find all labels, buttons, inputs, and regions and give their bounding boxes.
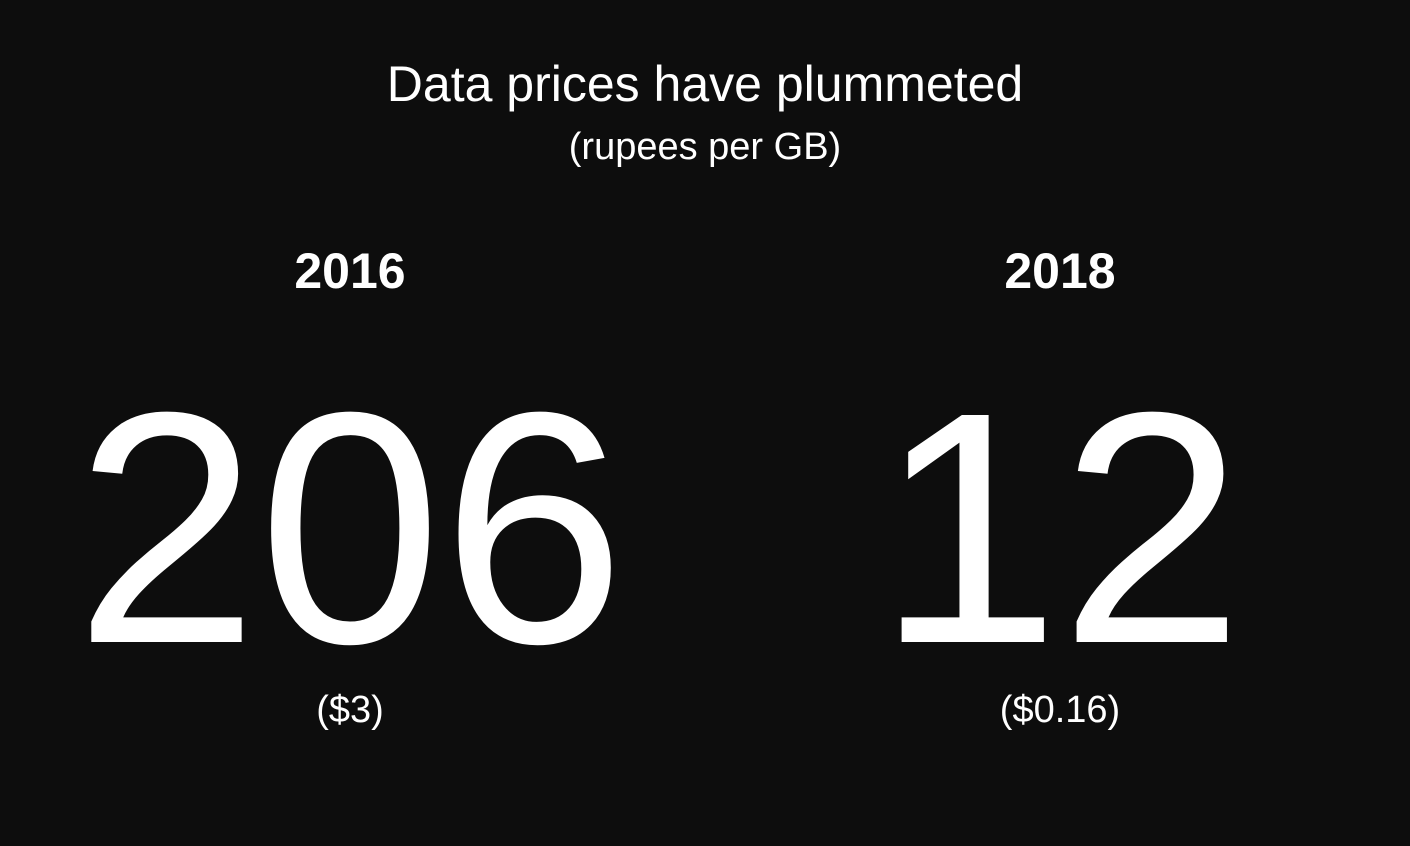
price-value: 12 [876, 343, 1244, 712]
usd-equivalent: ($0.16) [999, 689, 1121, 731]
usd-equivalent: ($3) [316, 689, 384, 731]
price-column-2016: 2016 206 ($3) [0, 0, 700, 846]
page-subtitle: (rupees per GB) [568, 126, 842, 168]
price-column-2018: 2018 12 ($0.16) [710, 0, 1410, 846]
year-label: 2016 [294, 243, 406, 299]
page-title: Data prices have plummeted [386, 56, 1024, 112]
year-label: 2018 [1004, 243, 1116, 299]
price-value: 206 [74, 343, 626, 712]
